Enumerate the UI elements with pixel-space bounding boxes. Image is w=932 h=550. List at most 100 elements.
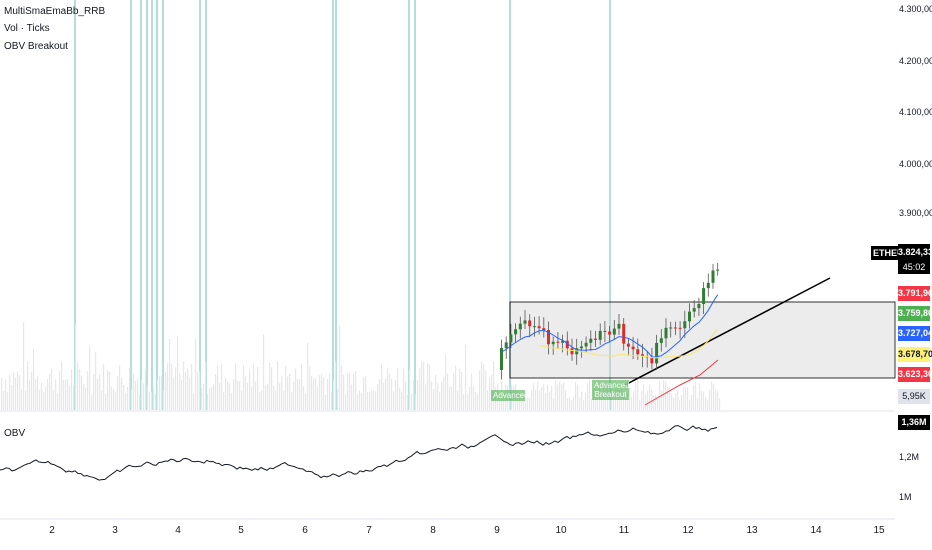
volume-bar xyxy=(479,370,481,410)
volume-bar xyxy=(661,390,663,410)
legend-indicator-2[interactable]: Vol · Ticks xyxy=(4,23,50,34)
price-tag-green: 3.759,80 xyxy=(898,306,932,321)
volume-bar xyxy=(427,363,429,410)
volume-bar xyxy=(149,392,151,410)
volume-bar xyxy=(395,380,397,410)
volume-bar xyxy=(679,399,681,410)
volume-bar xyxy=(275,390,277,410)
volume-bar xyxy=(587,382,589,410)
volume-bar xyxy=(375,391,377,410)
volume-bar xyxy=(703,391,705,410)
trend-line xyxy=(624,277,831,386)
price-axis-label: 4.000,00 xyxy=(899,159,932,169)
volume-bar xyxy=(67,379,69,410)
volume-bar xyxy=(397,367,399,410)
volume-bar xyxy=(321,374,323,410)
price-tag-yellow: 3.678,70 xyxy=(898,347,932,362)
volume-bar xyxy=(165,371,167,410)
volume-bar xyxy=(503,393,505,410)
volume-bar xyxy=(117,376,119,410)
candle-body xyxy=(641,354,644,357)
volume-bar xyxy=(337,389,339,410)
volume-bar xyxy=(11,385,13,410)
volume-bar xyxy=(173,377,175,410)
volume-bar xyxy=(457,390,459,410)
legend-indicator-1[interactable]: MultiSmaEmaBb_RRB xyxy=(4,6,106,17)
candle-body xyxy=(598,330,602,340)
volume-bar xyxy=(333,379,335,410)
volume-bar xyxy=(175,367,177,410)
volume-bar xyxy=(477,393,479,410)
volume-bar xyxy=(73,385,75,410)
volume-bar xyxy=(669,386,671,410)
volume-tag: 5,95K xyxy=(898,389,930,404)
volume-bar xyxy=(543,384,545,410)
volume-bar xyxy=(449,386,451,410)
volume-bar xyxy=(159,376,161,410)
volume-bar xyxy=(1,377,3,410)
volume-bar xyxy=(627,391,629,410)
legend-obv[interactable]: OBV xyxy=(4,428,26,439)
volume-bar xyxy=(521,395,523,410)
volume-bar xyxy=(429,364,431,410)
volume-bar xyxy=(293,381,295,410)
candle-body xyxy=(716,269,720,271)
volume-bar xyxy=(59,371,61,410)
obv-axis-label: 1,2M xyxy=(899,452,920,462)
volume-bar xyxy=(81,375,83,410)
candle-body xyxy=(688,311,691,322)
volume-bar xyxy=(421,361,423,410)
volume-bar xyxy=(373,391,375,410)
candle-body xyxy=(579,346,583,349)
volume-bar xyxy=(253,363,255,410)
volume-bar xyxy=(355,371,357,410)
volume-bar xyxy=(93,374,95,410)
volume-bar xyxy=(61,361,63,410)
volume-bar xyxy=(403,368,405,410)
volume-bar xyxy=(161,376,163,410)
volume-bar xyxy=(391,378,393,410)
volume-bar xyxy=(655,394,657,410)
volume-bar xyxy=(299,379,301,410)
volume-bar xyxy=(311,376,313,410)
time-axis-label: 15 xyxy=(873,525,885,536)
volume-bar xyxy=(267,383,269,410)
candle-body xyxy=(636,349,640,355)
volume-bar xyxy=(481,361,483,410)
volume-bar xyxy=(419,368,421,410)
volume-bar xyxy=(285,366,287,410)
volume-bar xyxy=(401,391,403,410)
volume-bar xyxy=(319,375,321,410)
volume-bar xyxy=(651,389,653,410)
candle-body xyxy=(532,326,536,328)
candle-body xyxy=(537,326,541,329)
volume-bar xyxy=(671,393,673,410)
price-axis-label: 4.300,00 xyxy=(899,4,932,14)
volume-bar xyxy=(113,389,115,410)
volume-bar xyxy=(287,376,289,410)
volume-bar xyxy=(121,377,123,410)
volume-bar xyxy=(499,395,501,410)
volume-bar xyxy=(307,342,309,410)
volume-bar xyxy=(367,391,369,410)
volume-bar xyxy=(719,398,721,410)
volume-bar xyxy=(383,382,385,410)
volume-bar xyxy=(529,398,531,410)
time-axis-label: 10 xyxy=(555,525,567,536)
volume-bar xyxy=(487,390,489,410)
volume-bar xyxy=(351,384,353,410)
volume-bar xyxy=(103,363,105,410)
volume-bar xyxy=(15,377,17,410)
volume-bar xyxy=(127,386,129,410)
volume-bar xyxy=(539,390,541,410)
volume-bar xyxy=(109,371,111,410)
volume-bar xyxy=(369,392,371,410)
volume-bar xyxy=(249,369,251,410)
volume-bar xyxy=(493,361,495,410)
volume-bar xyxy=(527,396,529,410)
time-axis-label: 3 xyxy=(112,525,118,536)
legend-indicator-3[interactable]: OBV Breakout xyxy=(4,41,68,52)
volume-bar xyxy=(643,384,645,410)
